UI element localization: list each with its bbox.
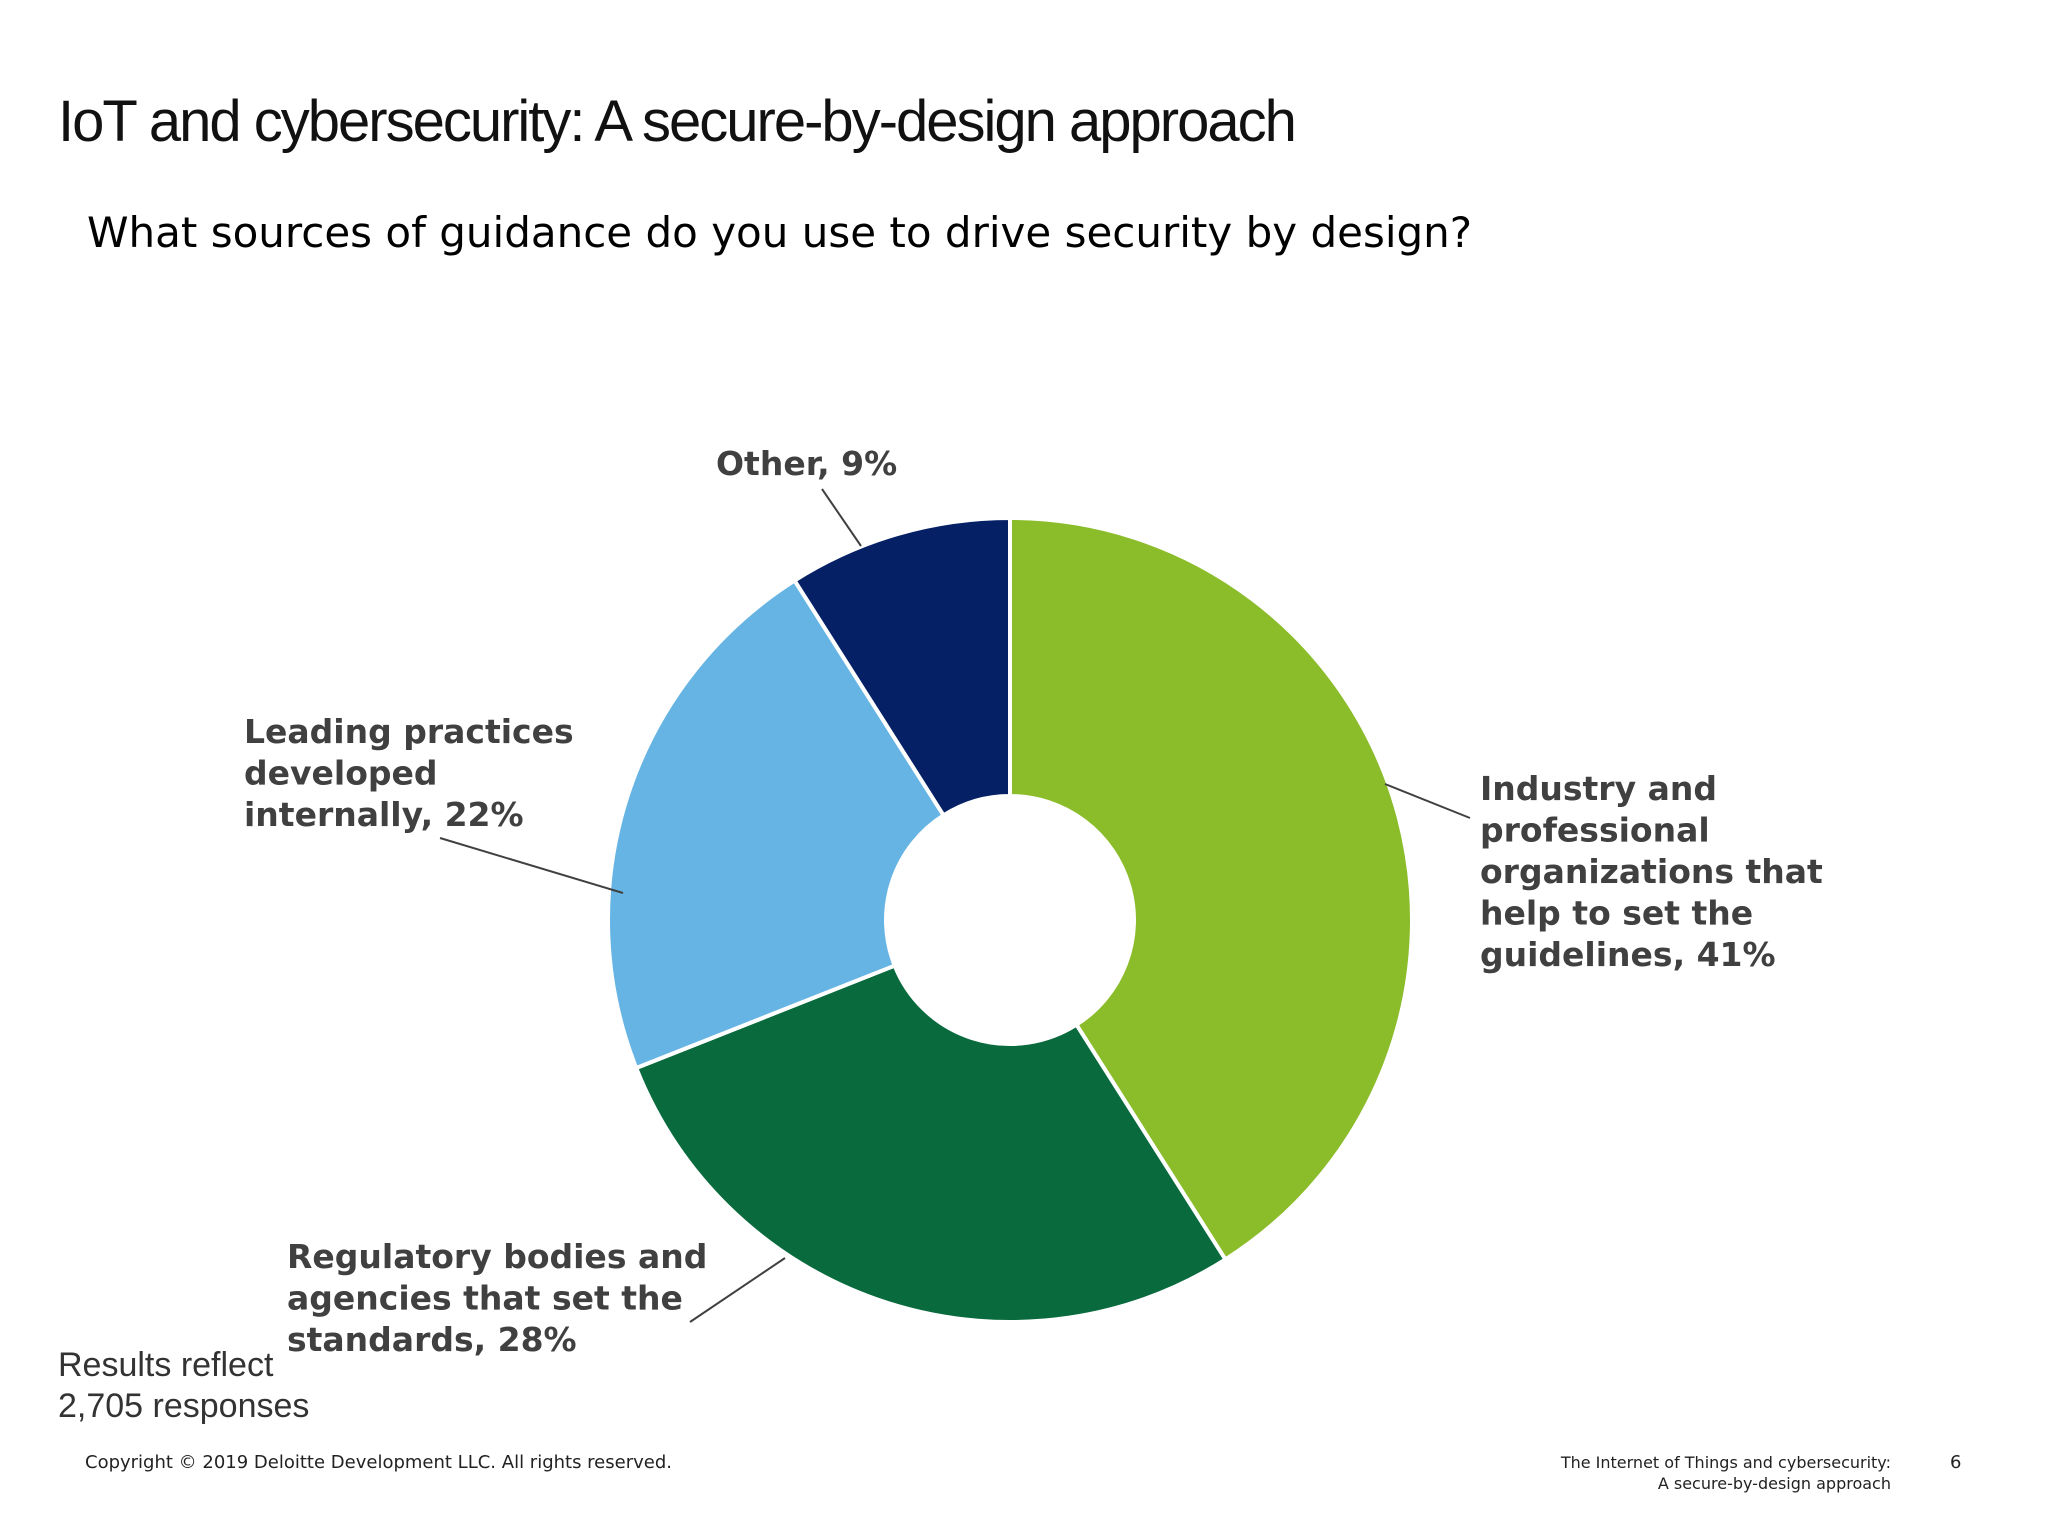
slice-label-regulatory-bodies: Regulatory bodies and agencies that set t… [287, 1237, 707, 1359]
slice-industry-professional [1008, 516, 1414, 1262]
slice-label-line: developed [244, 754, 438, 793]
slice-label-line: help to set the [1480, 894, 1753, 933]
slice-label-line: organizations that [1480, 852, 1823, 891]
leader-line-regulatory-bodies [689, 1257, 786, 1323]
slice-label-line: agencies that set the [287, 1279, 683, 1318]
leader-line-leading-practices [439, 837, 624, 894]
slice-label-line: Leading practices [244, 712, 574, 751]
slice-leading-practices [606, 578, 946, 1070]
footnote-line-1: Results reflect [58, 1346, 274, 1384]
slice-label-line: standards, 28% [287, 1320, 577, 1359]
slide-title: IoT and cybersecurity: A secure-by-desig… [58, 89, 1297, 154]
slice-label-industry-professional: Industry and professional organizations th… [1480, 769, 1823, 974]
slice-labels-group: Industry and professional organizations th… [244, 444, 1823, 1359]
responses-footnote: Results reflect 2,705 responses [58, 1345, 309, 1427]
slice-label-line: Regulatory bodies and [287, 1237, 707, 1276]
footer-title-line-2: A secure-by-design approach [1657, 1474, 1891, 1493]
leader-line-industry-professional [1384, 783, 1471, 819]
leader-line-other [821, 488, 862, 547]
slices-group [606, 516, 1414, 1324]
slice-label-line: Industry and [1480, 769, 1717, 808]
footer-title-line-1: The Internet of Things and cybersecurity… [1560, 1453, 1891, 1472]
slice-label-line: guidelines, 41% [1480, 935, 1776, 974]
leader-lines-group [439, 488, 1471, 1323]
footnote-line-2: 2,705 responses [58, 1387, 310, 1425]
survey-question: What sources of guidance do you use to d… [87, 208, 1473, 257]
slice-other [792, 516, 1012, 818]
slice-label-line: Other, 9% [716, 444, 897, 483]
slice-label-other: Other, 9% [716, 444, 897, 483]
copyright-notice: Copyright © 2019 Deloitte Development LL… [85, 1452, 672, 1473]
slice-label-leading-practices: Leading practices developed internally, 22… [244, 712, 574, 834]
slice-label-line: professional [1480, 811, 1710, 850]
page-number: 6 [1950, 1452, 1962, 1473]
slice-regulatory-bodies [634, 963, 1228, 1324]
footer-document-title: The Internet of Things and cybersecurity… [1561, 1452, 1891, 1494]
slice-label-line: internally, 22% [244, 795, 524, 834]
